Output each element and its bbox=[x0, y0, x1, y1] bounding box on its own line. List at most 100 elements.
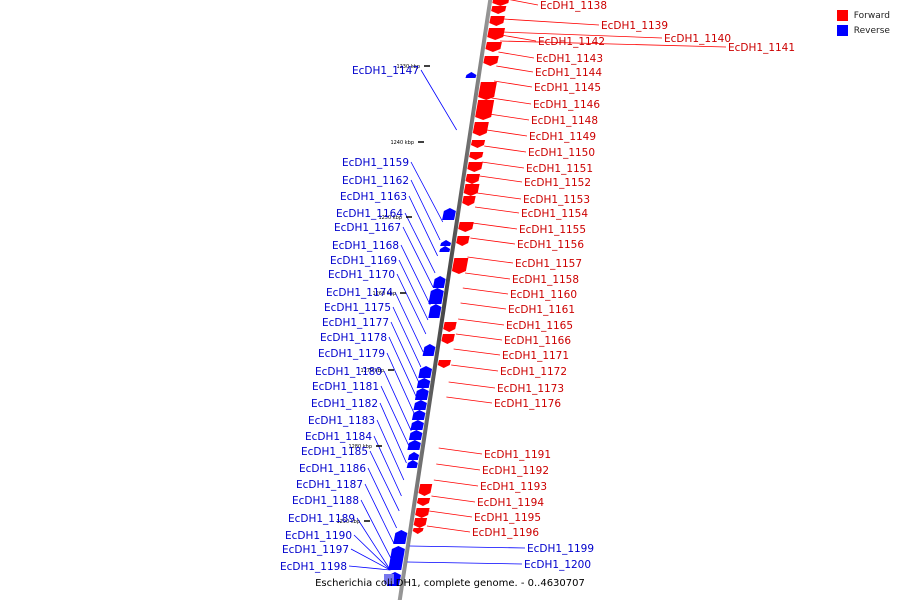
legend-forward-label: Forward bbox=[853, 10, 890, 21]
reverse-leader-line bbox=[353, 534, 391, 571]
reverse-leader-line bbox=[394, 291, 424, 353]
reverse-gene-label: EcDH1_1200 bbox=[524, 559, 591, 571]
scale-ticks: 1230 kbp 1240 kbp 1250 kbp 1260 kbp 1270 kbp… bbox=[336, 64, 430, 525]
forward-leader-line bbox=[433, 479, 479, 487]
forward-leader-line bbox=[436, 463, 481, 471]
forward-gene-block bbox=[462, 196, 476, 206]
forward-gene-block bbox=[451, 258, 469, 274]
reverse-gene-block bbox=[465, 72, 477, 78]
forward-leader-line bbox=[460, 302, 507, 310]
forward-gene-block bbox=[418, 484, 433, 496]
forward-gene-block bbox=[458, 222, 474, 232]
reverse-gene-label: EcDH1_1184 bbox=[305, 431, 372, 443]
reverse-gene-block bbox=[440, 240, 452, 246]
forward-gene-label: EcDH1_1193 bbox=[480, 481, 547, 493]
scale-tick-label: 1290 kbp bbox=[336, 519, 360, 525]
forward-gene-label: EcDH1_1171 bbox=[502, 350, 569, 362]
reverse-gene-label: EcDH1_1197 bbox=[282, 544, 349, 556]
forward-gene-blocks bbox=[412, 0, 509, 534]
forward-leader-line bbox=[429, 510, 473, 518]
forward-gene-block bbox=[437, 360, 451, 368]
forward-leader-line bbox=[503, 18, 600, 26]
forward-gene-block bbox=[485, 42, 502, 52]
forward-leader-line bbox=[484, 145, 527, 153]
forward-gene-label: EcDH1_1156 bbox=[517, 239, 584, 251]
forward-gene-label: EcDH1_1145 bbox=[534, 82, 601, 94]
reverse-leader-line bbox=[390, 321, 419, 383]
reverse-gene-label: EcDH1_1170 bbox=[328, 269, 395, 281]
forward-leader-line bbox=[462, 287, 509, 295]
reverse-leader-line bbox=[400, 244, 431, 306]
forward-leader-line bbox=[500, 34, 537, 42]
reverse-gene-block bbox=[384, 574, 394, 584]
reverse-leader-line bbox=[369, 450, 400, 512]
reverse-leader-line bbox=[408, 195, 438, 257]
forward-leader-line bbox=[498, 51, 535, 59]
reverse-gene-block bbox=[411, 410, 426, 420]
reverse-leader-line bbox=[392, 306, 422, 368]
forward-gene-block bbox=[478, 82, 497, 100]
forward-gene-block bbox=[472, 122, 489, 136]
forward-gene-label: EcDH1_1155 bbox=[519, 224, 586, 236]
reverse-leader-line bbox=[402, 226, 434, 288]
forward-gene-label: EcDH1_1140 bbox=[664, 33, 731, 45]
forward-leader-line bbox=[486, 129, 528, 137]
reverse-gene-label: EcDH1_1190 bbox=[285, 530, 352, 542]
forward-gene-label: EcDH1_1160 bbox=[510, 289, 577, 301]
forward-leader-line bbox=[500, 40, 727, 48]
forward-leader-line bbox=[501, 31, 663, 39]
forward-gene-block bbox=[492, 0, 509, 6]
forward-leader-line bbox=[491, 97, 532, 105]
reverse-leader-line bbox=[348, 565, 391, 571]
forward-gene-block bbox=[489, 16, 505, 26]
scale-tick-label: 1240 kbp bbox=[390, 140, 414, 146]
forward-leader-line bbox=[448, 381, 496, 389]
forward-gene-label: EcDH1_1172 bbox=[500, 366, 567, 378]
forward-leader-line bbox=[509, 0, 539, 6]
forward-gene-label: EcDH1_1148 bbox=[531, 115, 598, 127]
reverse-gene-blocks bbox=[384, 72, 477, 586]
reverse-gene-block bbox=[428, 304, 442, 318]
forward-gene-block bbox=[467, 162, 483, 172]
forward-leader-line bbox=[493, 80, 533, 88]
reverse-gene-label: EcDH1_1179 bbox=[318, 348, 385, 360]
reverse-gene-block bbox=[408, 430, 423, 440]
scale-tick-label: 1250 kbp bbox=[378, 215, 402, 221]
reverse-gene-label: EcDH1_1187 bbox=[296, 479, 363, 491]
reverse-leader-line bbox=[379, 402, 407, 464]
forward-leader-line bbox=[470, 237, 516, 245]
forward-leader-line bbox=[458, 318, 505, 326]
genome-axis bbox=[397, 0, 493, 600]
reverse-leader-line bbox=[398, 259, 429, 321]
reverse-gene-label: EcDH1_1189 bbox=[288, 513, 355, 525]
reverse-gene-label: EcDH1_1175 bbox=[324, 302, 391, 314]
reverse-swatch bbox=[836, 25, 848, 36]
forward-gene-label: EcDH1_1142 bbox=[538, 36, 605, 48]
forward-gene-block bbox=[469, 152, 484, 160]
forward-gene-block bbox=[441, 334, 455, 344]
forward-gene-label: EcDH1_1151 bbox=[526, 163, 593, 175]
reverse-leader-line bbox=[350, 548, 391, 571]
reverse-gene-label: EcDH1_1188 bbox=[292, 495, 359, 507]
forward-gene-block bbox=[443, 322, 457, 332]
reverse-leader-line bbox=[364, 483, 395, 545]
forward-leader-line bbox=[426, 525, 471, 533]
forward-gene-label: EcDH1_1192 bbox=[482, 465, 549, 477]
forward-gene-label: EcDH1_1150 bbox=[528, 147, 595, 159]
forward-gene-label: EcDH1_1158 bbox=[512, 274, 579, 286]
reverse-leader-line bbox=[383, 370, 412, 432]
reverse-leader-line bbox=[376, 419, 405, 481]
forward-gene-label: EcDH1_1139 bbox=[601, 20, 668, 32]
reverse-gene-block bbox=[410, 420, 424, 430]
forward-gene-label: EcDH1_1143 bbox=[536, 53, 603, 65]
reverse-gene-block bbox=[414, 388, 429, 400]
genome-caption: Escherichia coli DH1, complete genome. -… bbox=[315, 578, 585, 589]
forward-gene-label: EcDH1_1165 bbox=[506, 320, 573, 332]
reverse-gene-label: EcDH1_1185 bbox=[301, 446, 368, 458]
forward-gene-label: EcDH1_1141 bbox=[728, 42, 795, 54]
forward-leader-line bbox=[472, 222, 518, 230]
reverse-gene-label: EcDH1_1198 bbox=[280, 561, 347, 573]
reverse-leader-line bbox=[396, 273, 427, 335]
forward-gene-block bbox=[483, 56, 499, 66]
forward-gene-block bbox=[465, 174, 481, 184]
